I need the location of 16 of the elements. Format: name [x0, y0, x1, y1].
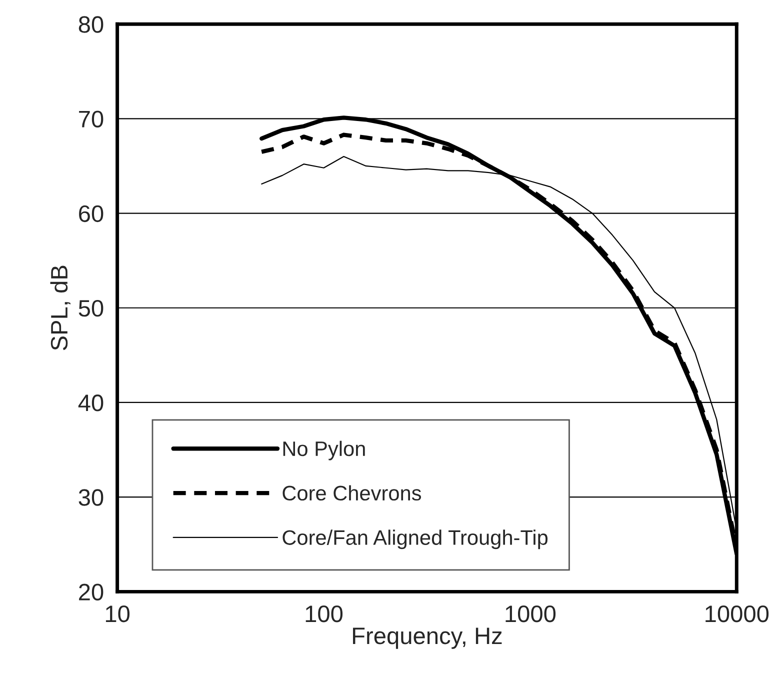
x-axis-title: Frequency, Hz	[353, 628, 502, 649]
x-tick-label: 100	[306, 606, 343, 622]
y-tick-label: 80	[78, 16, 104, 33]
y-tick-label: 60	[79, 205, 104, 222]
y-tick-label: 40	[78, 394, 104, 412]
legend-label: Core/Fan Aligned Trough-Tip	[282, 530, 548, 550]
y-tick-label: 50	[78, 300, 104, 317]
x-tick-label: 10	[106, 606, 130, 622]
legend-label: Core Chevrons	[282, 485, 422, 501]
y-tick-label: 30	[78, 489, 104, 506]
x-tick-label: 1000	[506, 606, 556, 622]
x-tick-label: 10000	[706, 606, 769, 622]
y-tick-label: 20	[79, 584, 104, 600]
y-axis-title: SPL, dB	[50, 266, 70, 350]
y-tick-label: 70	[79, 110, 104, 128]
legend-label: No Pylon	[283, 440, 365, 460]
